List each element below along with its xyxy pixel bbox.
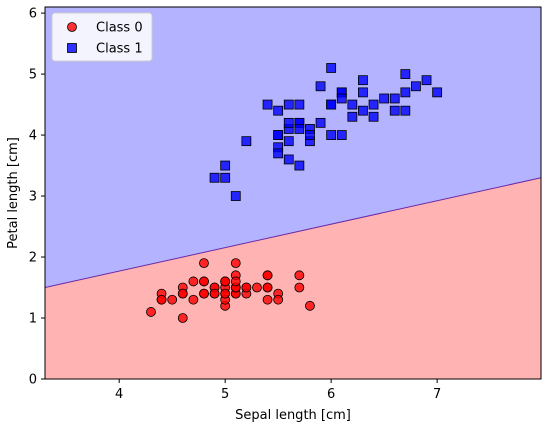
class-1-point bbox=[368, 111, 379, 122]
class-1-point bbox=[368, 99, 379, 110]
class-1-point bbox=[326, 130, 337, 140]
class-0-point bbox=[146, 307, 156, 317]
class-0-point bbox=[241, 282, 252, 293]
y-tick-label: 3 bbox=[29, 190, 37, 205]
class-0-point bbox=[230, 276, 241, 287]
class-0-point bbox=[305, 300, 315, 311]
class-0-point bbox=[188, 294, 199, 305]
x-tick-label: 7 bbox=[433, 387, 441, 402]
class-1-point bbox=[294, 99, 305, 110]
class-0-point bbox=[177, 313, 188, 323]
class-0-point bbox=[199, 276, 209, 287]
class-1-point bbox=[358, 75, 368, 86]
legend-box bbox=[51, 12, 153, 62]
class-1-point bbox=[379, 93, 390, 104]
class-1-point bbox=[220, 172, 231, 183]
class-0-point bbox=[188, 276, 199, 287]
class-1-point bbox=[358, 87, 368, 98]
class-1-point bbox=[294, 124, 305, 134]
y-tick-label: 4 bbox=[29, 129, 37, 144]
class-0-point bbox=[262, 270, 273, 281]
legend-marker-class-0 bbox=[67, 22, 77, 32]
y-tick-label: 1 bbox=[29, 312, 37, 327]
class-1-point bbox=[220, 160, 231, 171]
class-1-point bbox=[305, 130, 315, 140]
region-class-0 bbox=[45, 177, 541, 379]
class-1-point bbox=[209, 172, 220, 183]
class-1-point bbox=[315, 81, 326, 92]
x-tick-label: 6 bbox=[327, 387, 335, 402]
class-0-point bbox=[177, 288, 188, 299]
x-axis-ticks: 4 5 6 7 bbox=[115, 379, 441, 402]
class-1-point bbox=[411, 81, 421, 92]
class-1-point bbox=[294, 160, 305, 171]
class-1-point bbox=[283, 136, 294, 147]
y-tick-label: 0 bbox=[29, 373, 37, 388]
class-1-point bbox=[389, 105, 400, 116]
class-0-point bbox=[273, 294, 284, 305]
class-1-point bbox=[400, 87, 411, 98]
class-1-point bbox=[432, 87, 443, 98]
class-1-point bbox=[315, 117, 326, 128]
class-1-point bbox=[283, 117, 294, 128]
y-axis-title: Petal length [cm] bbox=[6, 137, 21, 249]
x-axis-title: Sepal length [cm] bbox=[235, 408, 351, 423]
class-1-point bbox=[400, 69, 411, 79]
plot-frame bbox=[44, 6, 542, 380]
x-tick-label: 5 bbox=[221, 387, 229, 402]
class-1-point bbox=[421, 75, 432, 86]
y-tick-label: 5 bbox=[29, 68, 37, 83]
class-1-point bbox=[241, 136, 252, 147]
class-0-point bbox=[220, 288, 231, 299]
x-tick-label: 4 bbox=[115, 387, 123, 402]
class-1-point bbox=[326, 99, 337, 110]
class-1-point bbox=[283, 154, 294, 165]
class-0-point bbox=[199, 288, 209, 299]
class-0-point bbox=[262, 294, 273, 305]
legend-marker-class-1 bbox=[67, 43, 77, 53]
class-0-point bbox=[156, 294, 167, 305]
decision-boundary-line bbox=[44, 177, 542, 289]
class-0-point bbox=[262, 282, 273, 293]
class-0-point bbox=[230, 258, 241, 269]
legend-label-class-1: Class 1 bbox=[96, 42, 143, 57]
class-1-point bbox=[273, 130, 284, 140]
class-1-point bbox=[347, 99, 358, 110]
class-0-point bbox=[294, 282, 305, 293]
class-1-point bbox=[262, 99, 273, 110]
class-1-point bbox=[347, 111, 358, 122]
y-axis-ticks: 0 1 2 3 4 5 6 bbox=[29, 7, 45, 388]
region-class-1 bbox=[45, 7, 541, 288]
class-1-point bbox=[230, 191, 241, 201]
class-1-point bbox=[358, 105, 368, 116]
class-1-point bbox=[273, 148, 284, 159]
class-0-point bbox=[252, 282, 262, 293]
class-0-point bbox=[220, 276, 231, 287]
legend-label-class-0: Class 0 bbox=[96, 21, 143, 36]
y-tick-label: 6 bbox=[29, 7, 37, 22]
y-tick-label: 2 bbox=[29, 251, 37, 266]
class-1-point bbox=[336, 130, 347, 140]
class-1-point bbox=[400, 105, 411, 116]
class-0-point bbox=[167, 294, 178, 305]
class-0-point bbox=[199, 258, 209, 269]
class-1-point bbox=[336, 93, 347, 104]
class-1-point bbox=[389, 93, 400, 104]
class-1-point bbox=[326, 63, 337, 73]
legend: Class 0 Class 1 bbox=[51, 12, 153, 62]
class-0-point bbox=[209, 288, 220, 299]
class-0-point bbox=[294, 270, 305, 281]
class-1-point bbox=[273, 105, 284, 116]
class-1-point bbox=[283, 99, 294, 110]
data-points bbox=[146, 63, 443, 323]
plot-area bbox=[44, 7, 542, 379]
